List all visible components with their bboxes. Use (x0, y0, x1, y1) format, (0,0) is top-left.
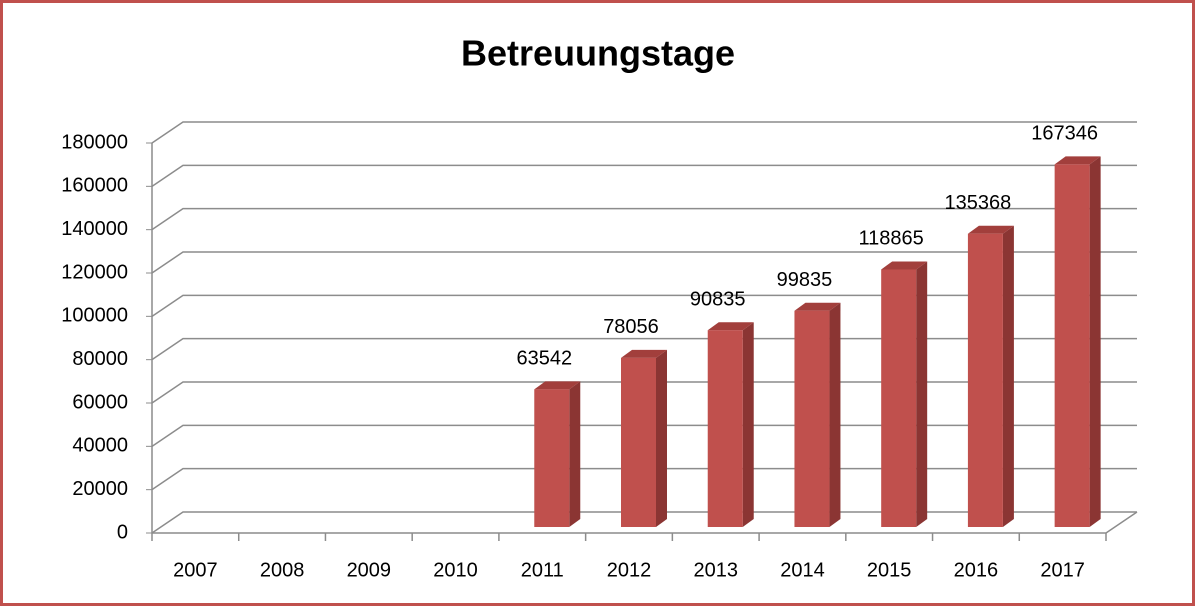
data-label: 118865 (859, 228, 924, 250)
bar-top (794, 302, 841, 311)
bar-top (621, 349, 667, 358)
grid-line (151, 251, 1137, 274)
bar-side (916, 261, 928, 527)
y-tick-label: 80000 (72, 348, 128, 370)
bar-side (569, 381, 581, 527)
x-tick-label: 2012 (607, 559, 652, 581)
bar-top (881, 261, 928, 270)
bar (967, 233, 1003, 527)
bar (534, 389, 570, 527)
grid-line (151, 294, 1137, 317)
data-label: 90835 (690, 288, 746, 310)
bar-top (1054, 156, 1101, 165)
bar-side (1089, 156, 1101, 528)
bar-side (1002, 225, 1014, 527)
bar-top (534, 381, 581, 390)
x-tick-label: 2017 (1040, 559, 1085, 581)
bar-side (656, 349, 667, 527)
y-tick-label: 120000 (61, 261, 128, 283)
y-tick-label: 140000 (61, 218, 128, 240)
grid-line (151, 121, 1137, 144)
chart-title: Betreuungstage (461, 33, 735, 74)
x-tick-label: 2013 (693, 559, 738, 581)
x-tick-label: 2007 (173, 559, 218, 581)
y-tick-label: 180000 (61, 131, 128, 153)
x-tick-label: 2008 (260, 559, 305, 581)
y-tick-label: 0 (117, 521, 128, 543)
bar (1054, 164, 1090, 528)
data-label: 135368 (945, 192, 1012, 214)
data-label: 99835 (777, 269, 833, 291)
bar (707, 330, 743, 527)
bar (621, 357, 656, 527)
grid-line (151, 164, 1137, 187)
bar-top (707, 322, 754, 331)
grid-line (151, 207, 1137, 231)
data-label: 63542 (516, 348, 572, 370)
data-label: 78056 (603, 316, 659, 338)
bar (881, 269, 917, 527)
y-tick-label: 20000 (72, 478, 128, 500)
y-tick-label: 160000 (61, 175, 128, 197)
x-tick-label: 2014 (780, 559, 825, 581)
y-tick-label: 60000 (72, 391, 128, 413)
data-label: 167346 (1031, 123, 1098, 145)
x-tick-label: 2011 (521, 559, 564, 581)
bar-top (967, 225, 1014, 234)
x-tick-label: 2016 (954, 559, 999, 581)
bar (794, 310, 830, 527)
y-tick-label: 40000 (72, 435, 128, 457)
bar-side (829, 302, 841, 527)
bar-side (742, 322, 754, 527)
x-tick-label: 2010 (433, 559, 478, 581)
y-tick-label: 100000 (61, 305, 128, 327)
x-tick-label: 2015 (867, 559, 912, 581)
x-tick-label: 2009 (347, 559, 392, 581)
